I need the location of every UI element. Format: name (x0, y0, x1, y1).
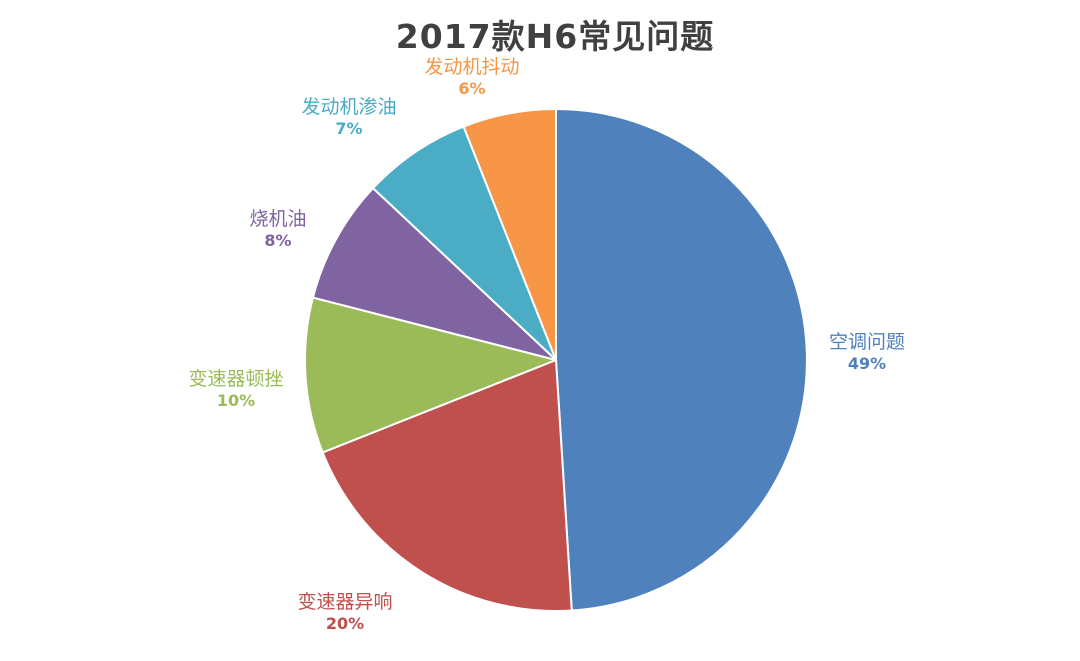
pie-slice-4 (311, 187, 557, 361)
category-label: 变速器顿挫 (188, 368, 284, 391)
data-label-3: 变速器顿挫 10% (188, 368, 283, 410)
data-label-5: 发动机渗油 7% (301, 96, 396, 138)
pie-slice-6 (462, 108, 557, 361)
data-label-6: 发动机抖动 6% (424, 56, 519, 98)
category-label: 发动机抖动 (424, 56, 520, 79)
category-label: 烧机油 (249, 208, 307, 231)
pie-slice-1 (555, 108, 808, 612)
pie-slice-5 (372, 125, 557, 361)
pie-slice-2 (321, 359, 573, 612)
percent-label: 6% (458, 78, 486, 98)
category-label: 变速器异响 (297, 591, 393, 614)
category-label: 空调问题 (828, 331, 906, 354)
data-label-4: 烧机油 8% (249, 208, 306, 250)
data-label-1: 空调问题 49% (829, 331, 905, 373)
percent-label: 10% (216, 390, 256, 410)
data-label-2: 变速器异响 20% (297, 591, 392, 633)
pie-slice-3 (304, 296, 557, 454)
category-label: 发动机渗油 (301, 96, 397, 119)
chart-title: 2017款H6常见问题 (395, 17, 715, 56)
percent-label: 7% (335, 118, 363, 138)
percent-label: 49% (847, 353, 887, 373)
percent-label: 20% (325, 613, 365, 633)
percent-label: 8% (264, 230, 292, 250)
